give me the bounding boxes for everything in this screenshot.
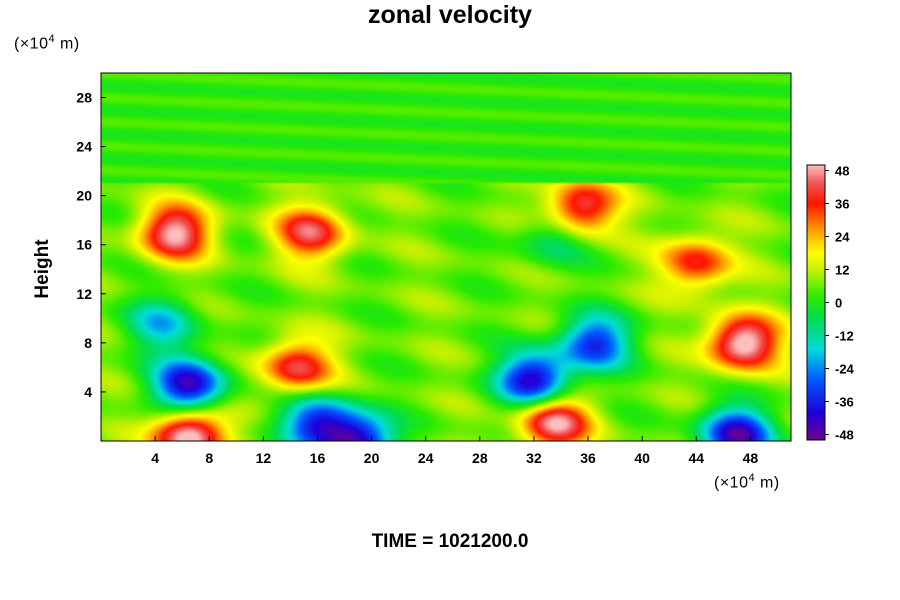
colorbar-tick-label: -48 — [835, 428, 854, 443]
x-axis-ticks: 4 8 12 16 20 24 28 32 36 40 44 48 — [151, 436, 758, 466]
colorbar-tick-label: -24 — [835, 362, 855, 377]
x-axis-unit: (×104 m) — [714, 472, 780, 492]
colorbar-tick-label: 0 — [835, 296, 842, 311]
x-tick-label: 48 — [743, 450, 759, 466]
y-tick-label: 16 — [76, 237, 92, 253]
velocity-field — [101, 73, 791, 441]
x-tick-label: 4 — [151, 450, 159, 466]
x-tick-label: 44 — [689, 450, 705, 466]
colorbar-tick-label: 12 — [835, 263, 849, 278]
x-tick-label: 36 — [580, 450, 596, 466]
colorbar-ticks: 48 36 24 12 0 -12 -24 -36 -48 — [825, 164, 855, 443]
x-tick-label: 32 — [526, 450, 542, 466]
y-axis-unit: (×104 m) — [14, 33, 80, 53]
x-tick-label: 20 — [364, 450, 380, 466]
chart-title: zonal velocity — [368, 1, 532, 29]
colorbar-tick-label: -36 — [835, 395, 854, 410]
x-tick-label: 16 — [310, 450, 326, 466]
time-label: TIME = 1021200.0 — [371, 531, 529, 552]
colorbar-tick-label: 36 — [835, 197, 849, 212]
colorbar-tick-label: -12 — [835, 329, 854, 344]
plot-frame — [100, 72, 792, 442]
y-tick-label: 28 — [76, 90, 92, 106]
colorbar-tick-label: 48 — [835, 164, 849, 179]
y-tick-label: 12 — [76, 286, 92, 302]
x-tick-label: 12 — [256, 450, 272, 466]
colorbar-tick-label: 24 — [835, 230, 850, 245]
x-tick-label: 24 — [418, 450, 434, 466]
y-tick-label: 24 — [76, 139, 92, 155]
x-tick-label: 8 — [205, 450, 213, 466]
y-axis-ticks: 4 8 12 16 20 24 28 — [76, 90, 106, 400]
colorbar — [806, 164, 826, 441]
x-tick-label: 28 — [472, 450, 488, 466]
x-tick-label: 40 — [634, 450, 650, 466]
y-tick-label: 4 — [84, 384, 92, 400]
y-tick-label: 20 — [76, 188, 92, 204]
y-tick-label: 8 — [84, 335, 92, 351]
